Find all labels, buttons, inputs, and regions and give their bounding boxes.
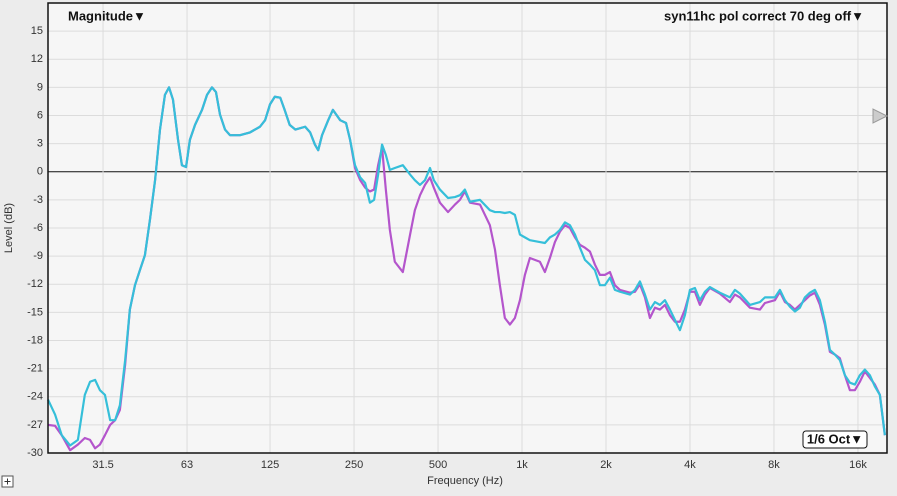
y-tick-label: 9 (37, 81, 43, 93)
y-tick-label: -30 (27, 447, 43, 459)
y-tick-label: -9 (33, 250, 43, 262)
x-tick-label: 1k (516, 459, 528, 471)
y-tick-label: -15 (27, 306, 43, 318)
y-tick-label: 3 (37, 138, 43, 150)
y-tick-label: 15 (31, 25, 43, 37)
x-tick-label: 500 (429, 459, 447, 471)
y-tick-label: 6 (37, 109, 43, 121)
x-tick-label: 63 (181, 459, 193, 471)
x-axis-label: Frequency (Hz) (427, 475, 503, 487)
y-tick-label: -12 (27, 278, 43, 290)
traces (47, 86, 886, 452)
trace (47, 86, 886, 447)
y-tick-label: -21 (27, 363, 43, 375)
x-tick-label: 8k (768, 459, 780, 471)
y-tick-label: -3 (33, 194, 43, 206)
y-tick-label: -24 (27, 391, 43, 403)
level-marker[interactable] (872, 108, 889, 124)
x-tick-label: 31.5 (92, 459, 113, 471)
x-tick-label: 2k (600, 459, 612, 471)
x-tick-label: 16k (849, 459, 867, 471)
expand-icon (4, 478, 11, 485)
x-tick-label: 250 (345, 459, 363, 471)
mode-selector[interactable]: Magnitude▼ (68, 8, 146, 23)
measurement-selector[interactable]: syn11hc pol correct 70 deg off▼ (664, 8, 864, 23)
y-tick-label: 12 (31, 53, 43, 65)
y-tick-label: 0 (37, 166, 43, 178)
x-tick-label: 4k (684, 459, 696, 471)
x-tick-label: 125 (261, 459, 279, 471)
y-axis-label: Level (dB) (3, 203, 15, 253)
y-tick-label: -6 (33, 222, 43, 234)
y-tick-label: -18 (27, 334, 43, 346)
y-tick-label: -27 (27, 419, 43, 431)
smoothing-box[interactable] (802, 430, 868, 449)
smoothing-selector[interactable]: 1/6 Oct▼ (807, 431, 863, 446)
plot-border (47, 2, 888, 454)
